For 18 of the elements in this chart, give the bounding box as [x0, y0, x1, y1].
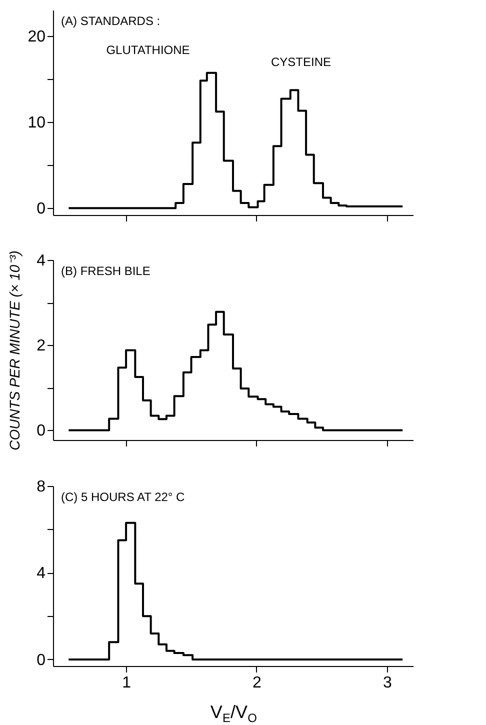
x-tick-label: 2: [252, 674, 262, 692]
y-tick-label: 0: [36, 422, 46, 440]
y-tick-label: 8: [36, 478, 46, 496]
annotation: CYSTEINE: [270, 55, 332, 69]
chart-title: (A) STANDARDS :: [61, 14, 160, 28]
y-tick-label: 4: [36, 565, 46, 582]
y-tick-label: 0: [36, 652, 46, 669]
chart-title: (B) FRESH BILE: [61, 264, 150, 278]
annotation: GLUTATHIONE: [106, 43, 190, 57]
y-tick-label: 2: [36, 338, 46, 355]
y-tick-label: 0: [36, 200, 46, 218]
y-tick-label: 4: [36, 252, 46, 270]
y-tick-label: 10: [28, 114, 46, 132]
x-tick-label: 1: [122, 674, 132, 692]
y-tick-label: 20: [28, 28, 46, 46]
x-tick-label: 3: [382, 674, 392, 692]
y-axis-title: COUNTS PER MINUTE (× 10⁻³): [6, 250, 23, 450]
chart-title: (C) 5 HOURS AT 22° C: [61, 490, 186, 504]
